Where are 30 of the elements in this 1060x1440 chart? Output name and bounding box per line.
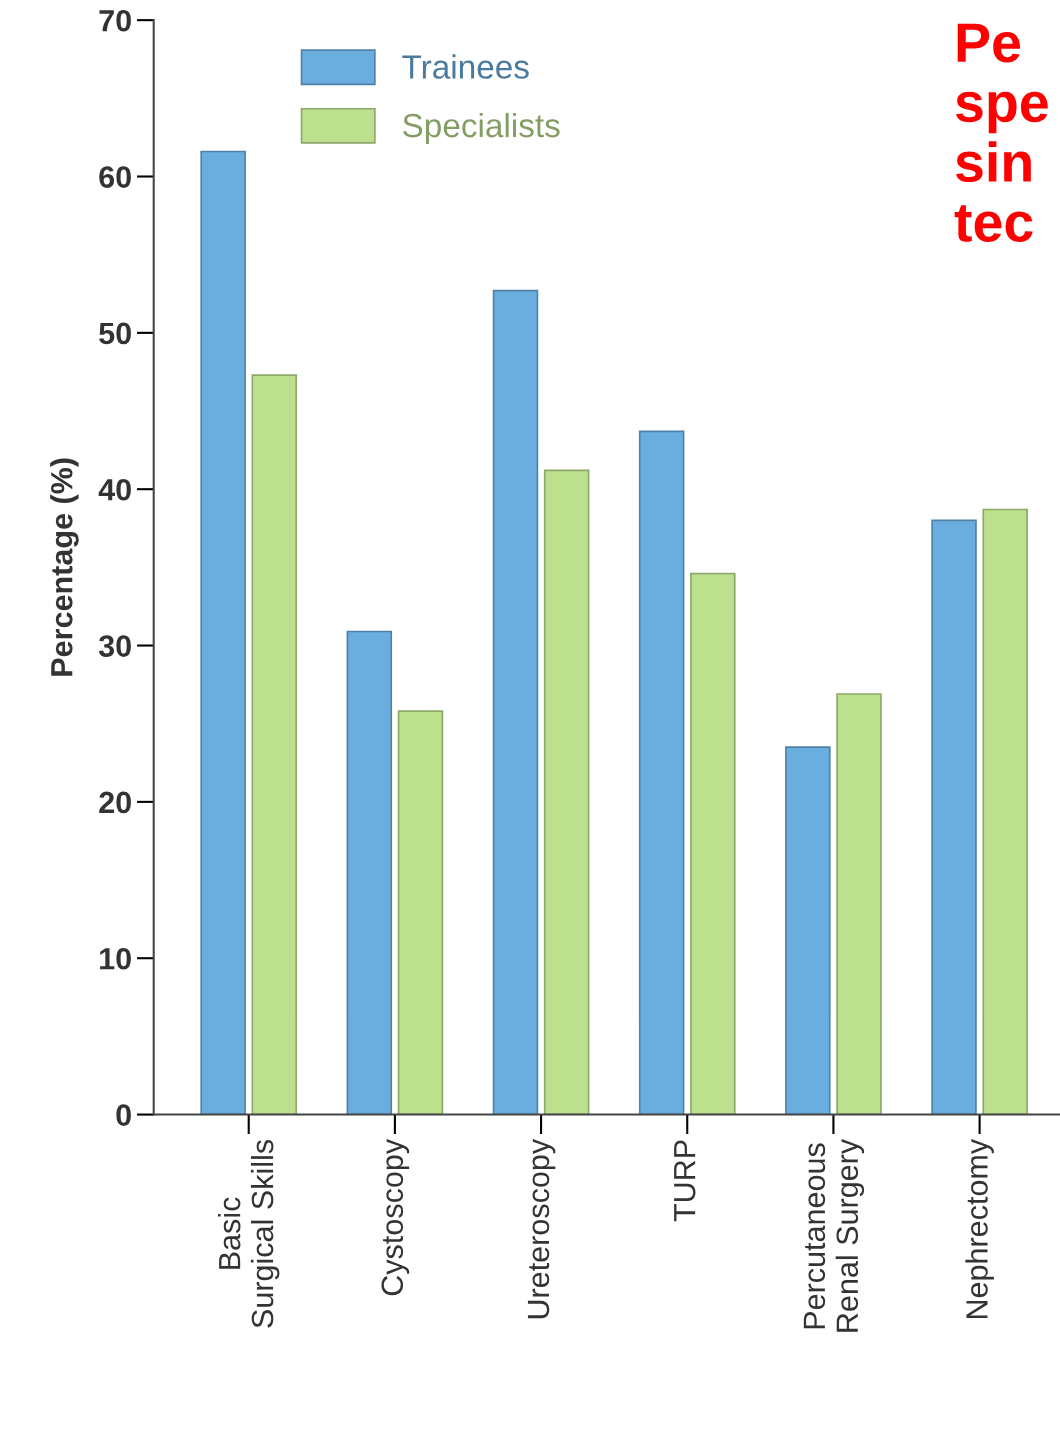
annotation: Pe spe sin tec xyxy=(954,23,1048,242)
bar xyxy=(492,289,539,1115)
y-tick-label: 20 xyxy=(99,791,131,814)
bar xyxy=(346,630,393,1115)
bar xyxy=(397,710,444,1115)
bar xyxy=(543,469,590,1115)
bar xyxy=(251,374,298,1115)
y-tick-label: 30 xyxy=(98,635,131,657)
y-tick-label: 40 xyxy=(98,478,131,501)
bar xyxy=(638,430,685,1115)
x-tick-label: Ureteroscopy xyxy=(527,1138,556,1319)
legend-label: Trainees xyxy=(402,54,529,79)
x-tick-label: Nephrectomy xyxy=(965,1138,994,1319)
y-tick-label: 10 xyxy=(100,947,131,970)
y-tick-label: 60 xyxy=(99,166,131,188)
bar xyxy=(200,150,246,1115)
x-tick-label: TURP xyxy=(674,1140,696,1222)
bar xyxy=(836,693,882,1115)
x-tick-label: Basic Surgical Skills xyxy=(218,1139,280,1328)
y-tick-label: 70 xyxy=(99,9,131,32)
x-tick-label: Cystoscopy xyxy=(381,1138,410,1296)
bar xyxy=(982,508,1028,1115)
bar xyxy=(931,519,977,1115)
y-tick-label: 0 xyxy=(116,1104,131,1126)
bar xyxy=(690,572,736,1115)
y-axis-title: Percentage (%) xyxy=(50,458,79,676)
y-tick-label: 50 xyxy=(99,322,131,345)
x-tick-label: Percutaneous Renal Surgery xyxy=(803,1138,865,1332)
bar xyxy=(785,746,831,1115)
legend-label: Specialists xyxy=(403,112,560,144)
